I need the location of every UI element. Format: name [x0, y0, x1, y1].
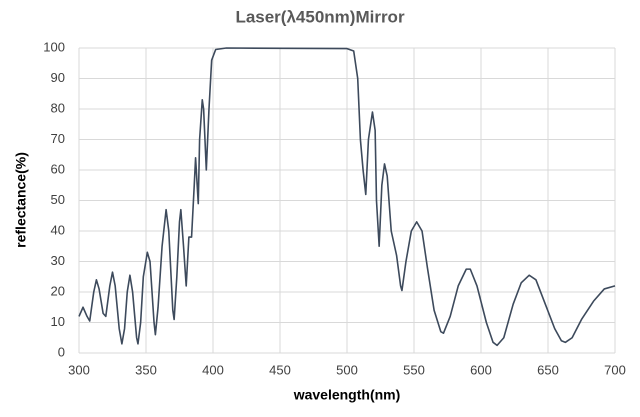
x-axis-label: wavelength(nm)	[293, 387, 401, 403]
y-axis-label: reflectance(%)	[13, 152, 29, 248]
x-tick-label: 400	[202, 362, 224, 377]
y-tick-label: 60	[51, 161, 65, 176]
y-tick-label: 100	[43, 39, 65, 54]
y-tick-label: 40	[51, 222, 65, 237]
y-tick-label: 50	[51, 192, 65, 207]
data-line	[78, 47, 616, 347]
x-tick-label: 600	[470, 362, 492, 377]
x-tick-label: 550	[403, 362, 425, 377]
y-tick-label: 20	[51, 283, 65, 298]
chart-title: Laser(λ450nm)Mirror	[235, 7, 405, 26]
y-tick-label: 80	[51, 100, 65, 115]
x-tick-label: 350	[135, 362, 157, 377]
y-tick-label: 30	[51, 253, 65, 268]
y-tick-label: 10	[51, 314, 65, 329]
y-tick-label: 0	[58, 344, 65, 359]
x-tick-label: 650	[537, 362, 559, 377]
x-tick-label: 700	[604, 362, 626, 377]
x-tick-label: 300	[68, 362, 90, 377]
x-tick-label: 450	[269, 362, 291, 377]
x-tick-label: 500	[336, 362, 358, 377]
y-tick-label: 70	[51, 131, 65, 146]
y-tick-label: 90	[51, 70, 65, 85]
